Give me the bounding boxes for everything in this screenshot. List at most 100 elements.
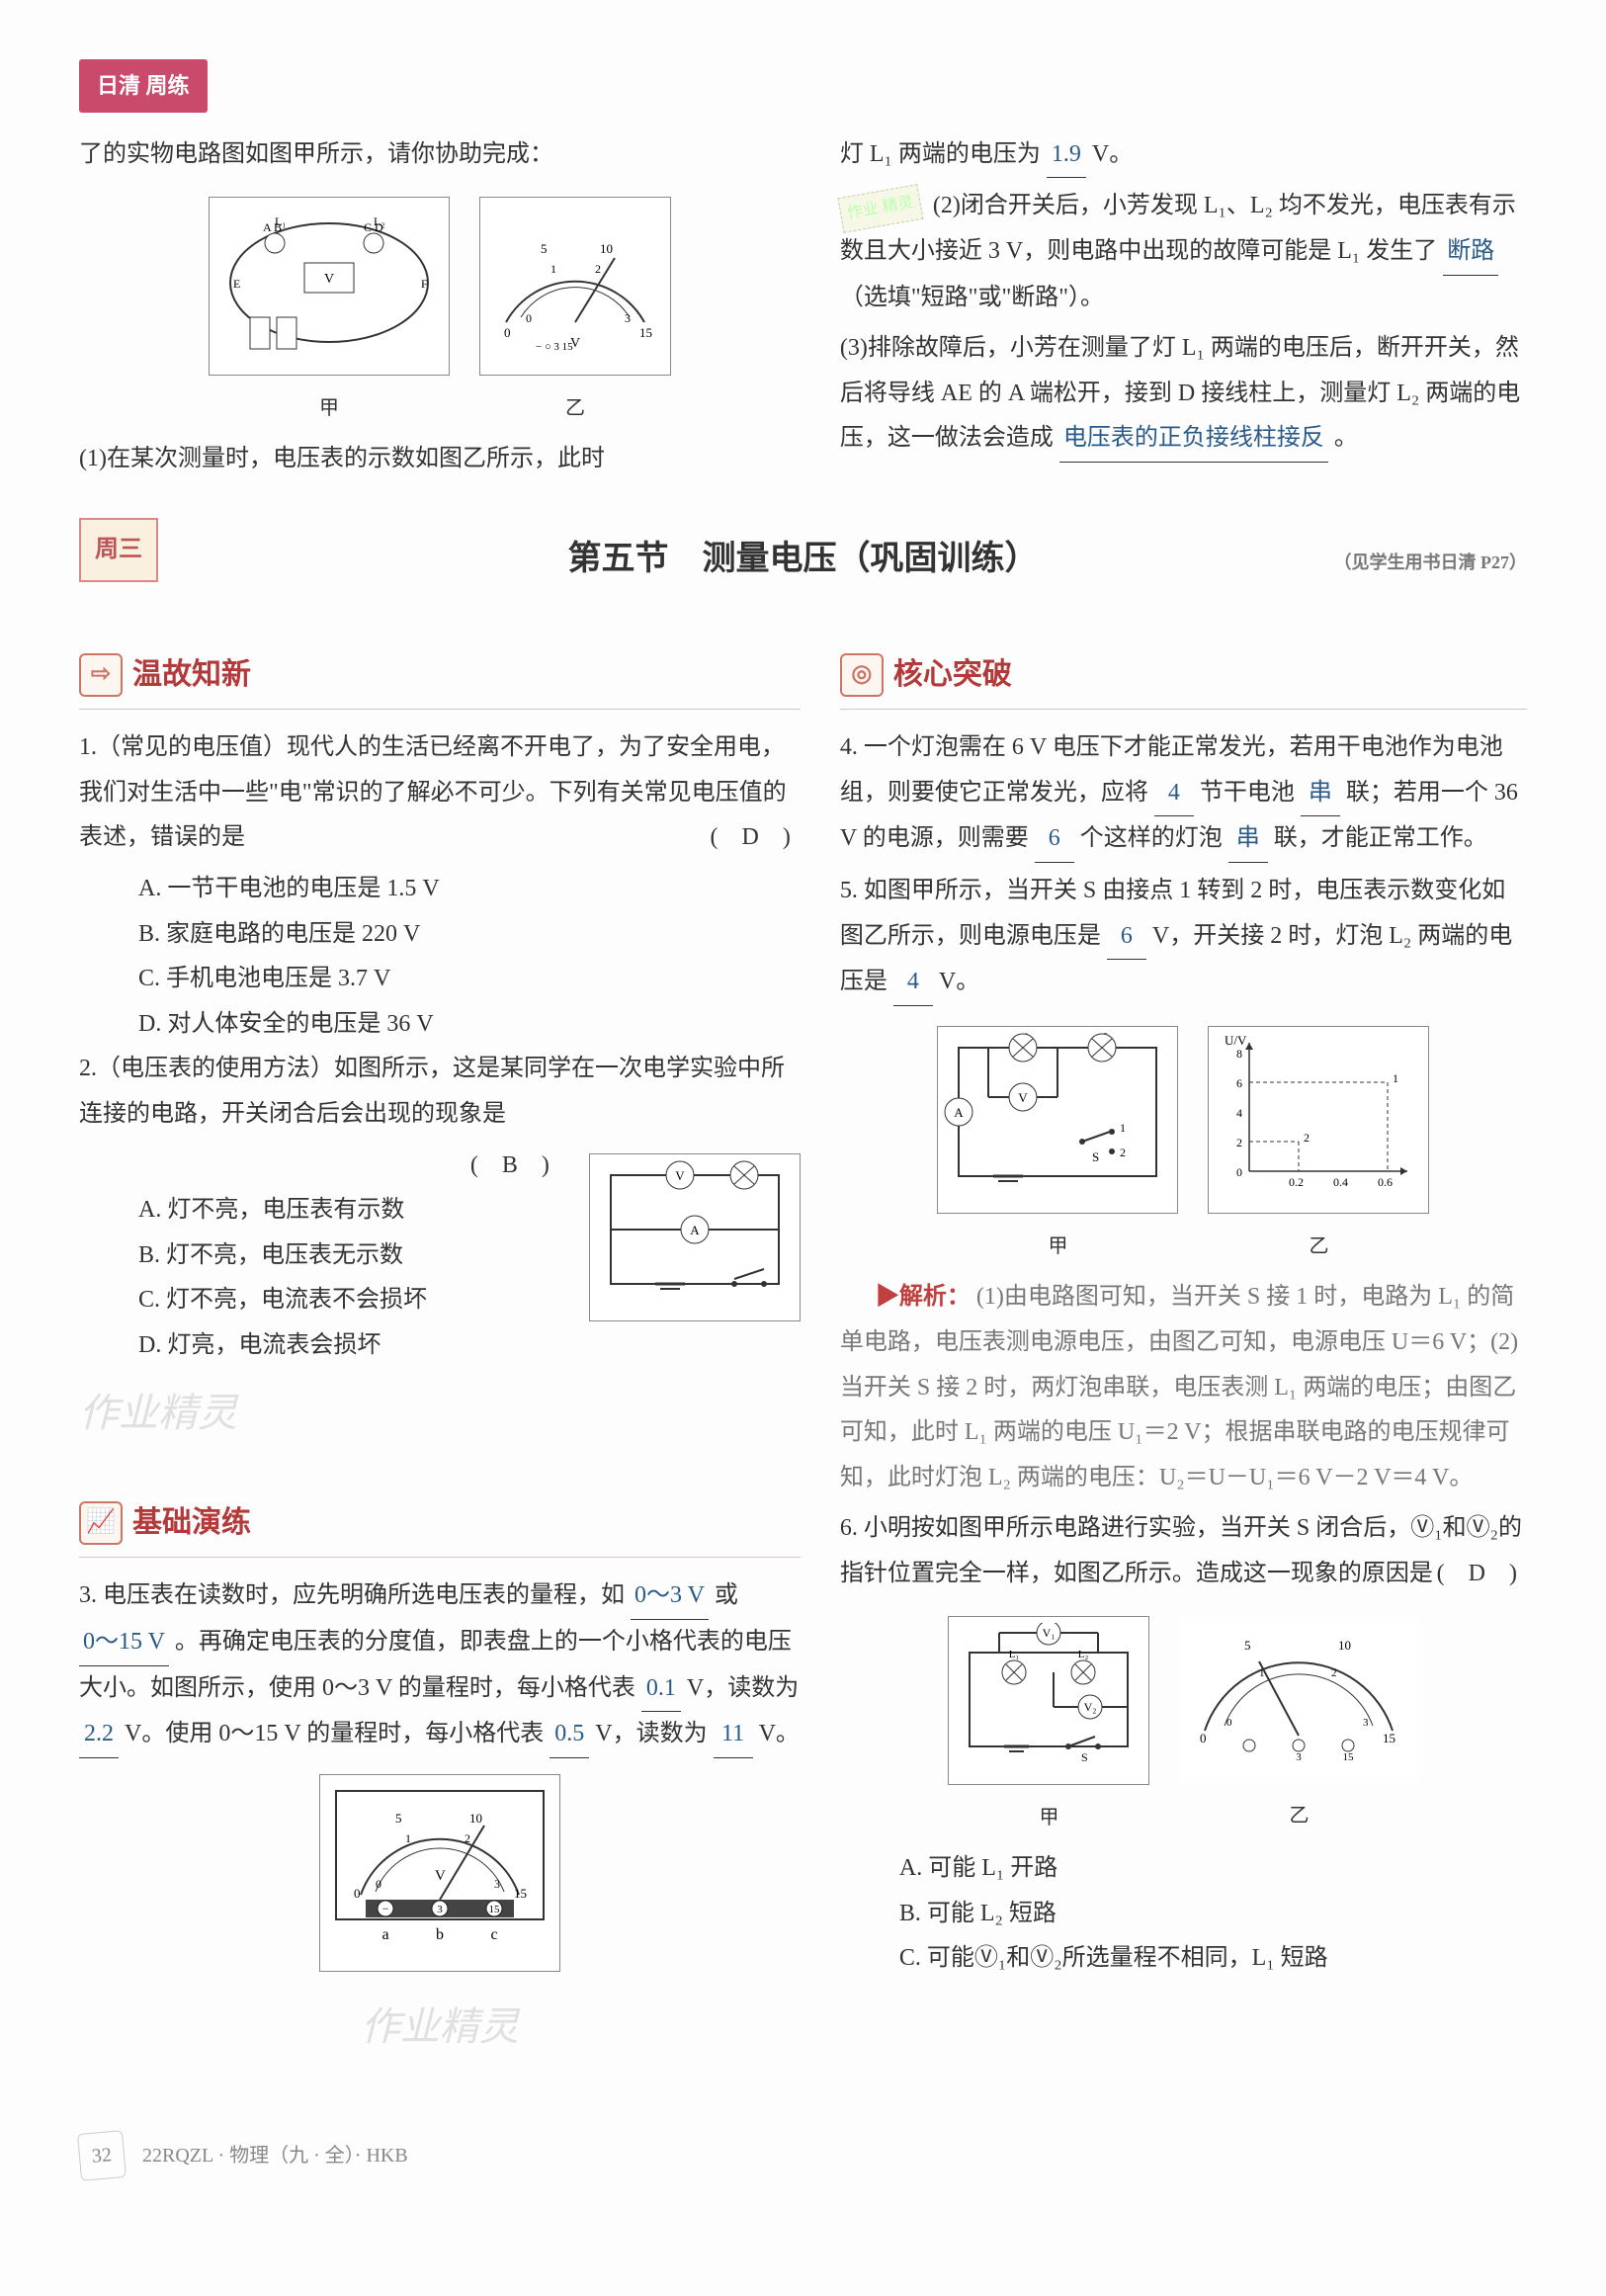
q6-text: 6. 小明按如图甲所示电路进行实验，当开关 S 闭合后，Ⓥ₁和Ⓥ₂的指针位置完全…	[840, 1506, 1527, 1596]
q6-right: 0 5 10 15 0 1 2 3 3 15 乙	[1179, 1606, 1418, 1836]
q6-circuit: V₁ L₁ L₂ V₂	[948, 1616, 1149, 1785]
svg-text:0: 0	[1236, 1165, 1242, 1179]
q6-left: V₁ L₁ L₂ V₂	[948, 1606, 1149, 1836]
header-bar: 日清 周练	[79, 59, 208, 113]
wm2-wrap: 作业精灵	[79, 1982, 801, 2073]
q2-optC: C. 灯不亮，电流表不会损坏	[79, 1278, 569, 1323]
q2-intro: 2.（电压表的使用方法）如图所示，这是某同学在一次电学实验中所连接的电路，开关闭…	[79, 1047, 801, 1137]
svg-text:S: S	[1081, 1750, 1088, 1761]
subhead-wengu: ⇨ 温故知新	[79, 640, 801, 710]
svg-text:1: 1	[550, 262, 556, 276]
q5-graph-svg: U/V 0 2 4 6 8 0.2 0.4 0.6 1	[1215, 1033, 1422, 1191]
section-title: 第五节 测量电压（巩固训练）	[568, 541, 1039, 577]
svg-text:8: 8	[1236, 1047, 1242, 1061]
q3a: 3. 电压表在读数时，应先明确所选电压表的量程，如	[79, 1582, 625, 1608]
r1-pre: 灯 L₁ 两端的电压为	[840, 141, 1041, 167]
svg-text:V: V	[675, 1168, 685, 1183]
svg-text:L₁: L₁	[1009, 1649, 1020, 1660]
q6-optB: B. 可能 L₂ 短路	[840, 1892, 1527, 1937]
subhead1-text: 温故知新	[132, 646, 251, 703]
svg-text:0: 0	[354, 1886, 361, 1901]
svg-text:1: 1	[405, 1831, 411, 1845]
svg-text:V₂: V₂	[1084, 1700, 1097, 1714]
q3f: V，读数为	[595, 1721, 707, 1746]
svg-text:L₂: L₂	[374, 214, 385, 228]
q6-optC: C. 可能Ⓥ₁和Ⓥ₂所选量程不相同，L₁ 短路	[840, 1936, 1527, 1982]
q5-circuit: L₁ L₂ V A	[937, 1026, 1178, 1215]
q3g: V。	[759, 1721, 800, 1746]
svg-text:15: 15	[1343, 1751, 1355, 1760]
svg-text:1: 1	[1393, 1071, 1398, 1085]
q4e: 联，才能正常工作。	[1274, 825, 1487, 851]
q3-meter-wrap: 0 5 10 15 0 1 2 3 V − 3 15 a	[79, 1764, 801, 1983]
q3mid: 或	[715, 1582, 738, 1608]
svg-text:3: 3	[494, 1877, 500, 1891]
svg-text:A: A	[955, 1105, 965, 1120]
svg-text:E: E	[233, 277, 240, 291]
q5-cap-left: 甲	[937, 1228, 1178, 1265]
svg-text:V: V	[1019, 1090, 1029, 1105]
svg-text:3: 3	[625, 311, 631, 325]
q1-ans-paren: ( D )	[711, 815, 791, 861]
chart-icon: 📈	[79, 1501, 123, 1545]
svg-text:10: 10	[469, 1811, 482, 1826]
svg-text:0.6: 0.6	[1378, 1175, 1393, 1189]
q4v4: 串	[1228, 816, 1268, 863]
q5-diag-row: L₁ L₂ V A	[840, 1016, 1527, 1266]
q3b2: 0～15 V	[79, 1620, 169, 1666]
svg-text:0: 0	[504, 325, 511, 340]
svg-text:0: 0	[1226, 1717, 1232, 1729]
arrow-icon: ⇨	[79, 653, 123, 697]
q2-row: ( B ) A. 灯不亮，电压表有示数 B. 灯不亮，电压表无示数 C. 灯不亮…	[79, 1144, 801, 1369]
svg-text:0: 0	[526, 311, 532, 325]
r2-pre: (2)闭合开关后，小芳发现 L₁、L₂ 均不发光，电压表有示数且大小接近 3 V…	[840, 193, 1516, 264]
top-left-col: 了的实物电路图如图甲所示，请你协助完成： V A B C D L₁	[79, 132, 801, 488]
q4v1: 4	[1154, 771, 1194, 817]
q2-circuit-svg: V A	[596, 1160, 794, 1299]
svg-text:L₂: L₂	[1078, 1649, 1089, 1660]
q3v2: 2.2	[79, 1712, 119, 1758]
q6-cap-left: 甲	[948, 1799, 1149, 1836]
svg-text:2: 2	[465, 1831, 470, 1845]
svg-text:0.2: 0.2	[1289, 1175, 1304, 1189]
q3b1: 0～3 V	[631, 1573, 709, 1620]
svg-text:0: 0	[1200, 1731, 1207, 1745]
svg-text:0: 0	[376, 1877, 381, 1891]
q3-meter: 0 5 10 15 0 1 2 3 V − 3 15 a	[319, 1774, 560, 1973]
q5-analysis: ▶解析： (1)由电路图可知，当开关 S 接 1 时，电路为 L₁ 的简单电路，…	[840, 1275, 1527, 1500]
q3-text: 3. 电压表在读数时，应先明确所选电压表的量程，如 0～3 V 或 0～15 V…	[79, 1573, 801, 1757]
q2-intro-text: 2.（电压表的使用方法）如图所示，这是某同学在一次电学实验中所连接的电路，开关闭…	[79, 1056, 785, 1127]
svg-text:10: 10	[600, 241, 613, 256]
svg-text:15: 15	[1383, 1731, 1395, 1745]
svg-text:V: V	[324, 272, 334, 287]
q3-meter-svg: 0 5 10 15 0 1 2 3 V − 3 15 a	[326, 1781, 553, 1949]
svg-text:6: 6	[1236, 1076, 1242, 1090]
circuit-svg-甲: V A B C D L₁ L₂ E F	[215, 204, 443, 352]
section-title-row: 周三 第五节 测量电压（巩固训练） （见学生用书日清 P27）	[79, 528, 1527, 592]
subhead-hexin: ◎ 核心突破	[840, 640, 1527, 710]
q1-intro-text: 1.（常见的电压值）现代人的生活已经离不开电了，为了安全用电，我们对生活中一些"…	[79, 734, 787, 850]
q5v2: 4	[893, 960, 933, 1006]
subhead2-text: 基础演练	[132, 1494, 251, 1551]
svg-text:A: A	[690, 1223, 700, 1237]
q2-opts: ( B ) A. 灯不亮，电压表有示数 B. 灯不亮，电压表无示数 C. 灯不亮…	[79, 1144, 569, 1369]
graph-ylabel: U/V	[1225, 1033, 1247, 1048]
svg-text:5: 5	[541, 241, 548, 256]
q6-meter: 0 5 10 15 0 1 2 3 3 15	[1179, 1616, 1418, 1783]
svg-text:3: 3	[437, 1904, 443, 1915]
top-diagram-right: 0 5 10 15 0 1 2 3 V − ○ 3 15 乙	[479, 187, 671, 427]
q6-meter-svg: 0 5 10 15 0 1 2 3 3 15	[1185, 1622, 1412, 1760]
svg-text:15: 15	[488, 1904, 500, 1915]
q1-optD: D. 对人体安全的电压是 36 V	[79, 1002, 801, 1048]
top-r3: (3)排除故障后，小芳在测量了灯 L₁ 两端的电压后，断开开关，然后将导线 AE…	[840, 326, 1527, 463]
q5-circuit-svg: L₁ L₂ V A	[944, 1033, 1171, 1191]
svg-text:1: 1	[1259, 1667, 1265, 1679]
top-left-intro: 了的实物电路图如图甲所示，请你协助完成：	[79, 132, 801, 178]
q2-optB: B. 灯不亮，电压表无示数	[79, 1233, 569, 1279]
svg-text:3: 3	[1363, 1717, 1369, 1729]
svg-text:L₁: L₁	[1018, 1033, 1030, 1034]
svg-text:0.4: 0.4	[1333, 1175, 1348, 1189]
analysis-label: ▶解析：	[876, 1284, 971, 1310]
book-code: 22RQZL · 物理（九 · 全）· HKB	[142, 2137, 408, 2174]
svg-text:2: 2	[1236, 1136, 1242, 1149]
